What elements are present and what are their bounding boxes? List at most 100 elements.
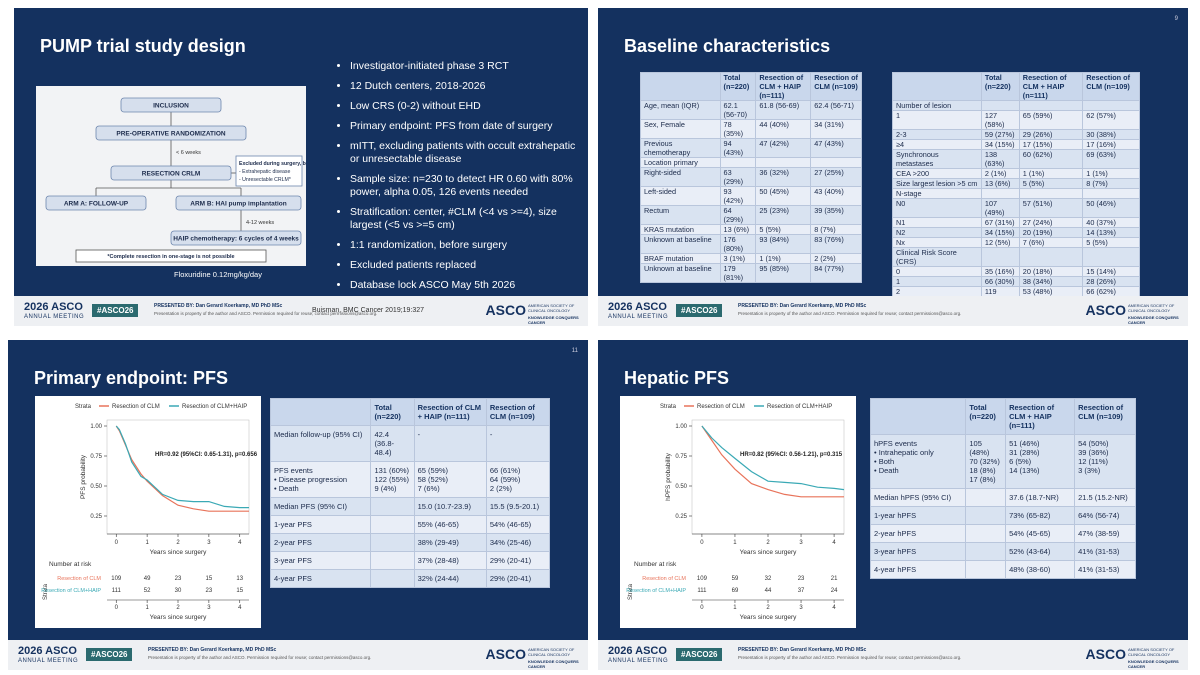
x-axis-title: Years since surgery bbox=[740, 549, 798, 556]
footer-logo: 2026 ASCO bbox=[18, 645, 77, 657]
table-row: CEA >200 2 (1%) 1 (1%) 1 (1%) bbox=[892, 168, 1140, 179]
x-tick-label: 2 bbox=[176, 540, 180, 546]
bullet: mITT, excluding patients with occult ext… bbox=[350, 140, 582, 166]
table-cell: 69 (63%) bbox=[1082, 149, 1140, 169]
footer-org-sub: AMERICAN SOCIETY OF CLINICAL ONCOLOGY bbox=[528, 647, 575, 657]
table-cell: 7 (6%) bbox=[1018, 237, 1084, 248]
footer-hashtag: #ASCO26 bbox=[676, 648, 723, 661]
flow-note: < 6 weeks bbox=[176, 150, 201, 156]
x-tick-label: 1 bbox=[145, 540, 149, 546]
table-cell: 2-year PFS bbox=[269, 533, 372, 552]
legend-title: Strata bbox=[660, 404, 677, 410]
risk-count: 15 bbox=[236, 588, 243, 594]
table-cell: Location primary bbox=[640, 157, 721, 168]
table-cell: Median PFS (95% CI) bbox=[269, 497, 372, 516]
table-cell: 34 (31%) bbox=[810, 119, 862, 139]
x-tick-label: 1 bbox=[733, 540, 737, 546]
table-cell: 67 (31%) bbox=[980, 217, 1020, 228]
table-row: Rectum 64 (29%) 25 (23%) 39 (35%) bbox=[640, 205, 862, 225]
table-cell: 36 (32%) bbox=[755, 167, 812, 187]
table-cell: 54% (46-65) bbox=[485, 515, 551, 534]
table-row: Synchronous metastases 138 (63%) 60 (62%) 6… bbox=[892, 149, 1140, 169]
table-cell: 1 (1%) bbox=[755, 253, 812, 264]
footer-org-sub: AMERICAN SOCIETY OF CLINICAL ONCOLOGY bbox=[1128, 303, 1175, 313]
table-cell: 41% (31-53) bbox=[1074, 542, 1136, 561]
legend-label: Resection of CLM+HAIP bbox=[767, 404, 832, 410]
bullet: Database lock ASCO May 5th 2026 bbox=[350, 279, 582, 292]
x-tick-label: 3 bbox=[207, 605, 211, 611]
table-cell: 14 (13%) bbox=[1082, 227, 1140, 238]
table-cell: 41% (31-53) bbox=[1074, 560, 1136, 579]
flow-box bbox=[95, 125, 247, 141]
legend-label: Resection of CLM+HAIP bbox=[182, 404, 247, 410]
table-cell: KRAS mutation bbox=[640, 224, 721, 235]
km-plot: Strata Resection of CLM Resection of CLM+H… bbox=[35, 396, 261, 628]
flow-label: INCLUSION bbox=[153, 103, 189, 110]
page-number: 11 bbox=[571, 348, 578, 354]
header-cell bbox=[640, 72, 721, 101]
table-cell: 8 (7%) bbox=[810, 224, 862, 235]
table-row: N0 107 (49%) 57 (51%) 50 (46%) bbox=[892, 198, 1140, 218]
table-cell: 40 (37%) bbox=[1082, 217, 1140, 228]
table-row: Clinical Risk Score (CRS) bbox=[892, 247, 1140, 267]
header-cell: Resection of CLM (n=109) bbox=[1082, 72, 1140, 101]
x-tick-label: 4 bbox=[238, 605, 242, 611]
table-cell: 47 (42%) bbox=[755, 138, 812, 158]
risk-count: 109 bbox=[111, 576, 122, 582]
survival-curve bbox=[701, 425, 845, 491]
x-tick-label: 4 bbox=[832, 540, 836, 546]
x-tick-label: 0 bbox=[115, 540, 119, 546]
flow-box bbox=[120, 97, 222, 113]
table-cell bbox=[370, 497, 415, 516]
header-cell: Resection of CLM (n=109) bbox=[485, 398, 551, 426]
flow-box bbox=[170, 230, 302, 246]
table-cell: 29 (26%) bbox=[1018, 129, 1084, 140]
risk-row-label: Resection of CLM+HAIP bbox=[626, 588, 686, 594]
table-cell: 13 (6%) bbox=[719, 224, 757, 235]
flow-label: Excluded during surgery, b: bbox=[239, 161, 306, 167]
table-cell bbox=[370, 515, 415, 534]
table-row: 4-year PFS 32% (24-44) 29% (20-41) bbox=[269, 569, 551, 588]
annotation: HR=0.92 (95%CI: 0.65-1.31), p=0.656 bbox=[155, 452, 258, 458]
table-cell: 29% (20-41) bbox=[485, 569, 551, 588]
slide: Primary endpoint: PFS 11 Strata Resection o… bbox=[8, 340, 588, 670]
table-cell bbox=[1082, 188, 1140, 199]
table-cell: 28 (26%) bbox=[1082, 276, 1140, 287]
flow-box bbox=[235, 155, 303, 187]
table-cell: 55% (46-65) bbox=[413, 515, 487, 534]
flow-label: PRE-OPERATIVE RANDOMIZATION bbox=[116, 131, 225, 138]
y-tick-label: 0.75 bbox=[90, 454, 102, 460]
flow-label: RESECTION CRLM bbox=[142, 171, 201, 178]
risk-count: 69 bbox=[732, 588, 739, 594]
table-cell: 15 (14%) bbox=[1082, 266, 1140, 277]
footer-tagline: KNOWLEDGE CONQUERS CANCER bbox=[1128, 315, 1179, 325]
bullet-list: Investigator-initiated phase 3 RCT 12 Dut… bbox=[336, 60, 582, 299]
footer-hashtag: #ASCO26 bbox=[92, 304, 139, 317]
table-cell: Median hPFS (95% CI) bbox=[869, 488, 967, 507]
footer-presenter: PRESENTED BY: Dan Gerard Koerkamp, MD Ph… bbox=[154, 303, 283, 309]
y-tick-label: 0.25 bbox=[90, 514, 102, 520]
table-cell: 62.1 (56-70) bbox=[719, 100, 757, 120]
table-row: 2-year PFS 38% (29-49) 34% (25-46) bbox=[269, 533, 551, 552]
table-cell: 93 (42%) bbox=[719, 186, 757, 206]
table-cell: 107 (49%) bbox=[980, 198, 1020, 218]
footer-meeting: ANNUAL MEETING bbox=[24, 314, 85, 320]
table-cell bbox=[755, 157, 812, 168]
table-cell: 1-year PFS bbox=[269, 515, 372, 534]
table-cell: 4-year hPFS bbox=[869, 560, 967, 579]
table-cell bbox=[965, 488, 1007, 507]
x-axis-title: Years since surgery bbox=[740, 614, 798, 621]
table-cell: 50 (45%) bbox=[755, 186, 812, 206]
table-cell: Synchronous metastases bbox=[892, 149, 982, 169]
table-row: Median PFS (95% CI) 15.0 (10.7-23.9) 15.5 … bbox=[269, 497, 551, 516]
table-row: 1 127 (58%) 65 (59%) 62 (57%) bbox=[892, 110, 1140, 130]
risk-count: 111 bbox=[112, 588, 122, 594]
footer-notice: Presentation is property of the author a… bbox=[738, 311, 962, 316]
table-cell: 42.4 (36.8-48.4) bbox=[370, 425, 415, 462]
flow-label: ARM A: FOLLOW-UP bbox=[64, 201, 129, 208]
data-table: Total (n=220) Resection of CLM + HAIP (n=… bbox=[869, 398, 1136, 579]
table-cell: Rectum bbox=[640, 205, 721, 225]
x-tick-label: 3 bbox=[207, 540, 211, 546]
risk-count: 23 bbox=[798, 576, 805, 582]
